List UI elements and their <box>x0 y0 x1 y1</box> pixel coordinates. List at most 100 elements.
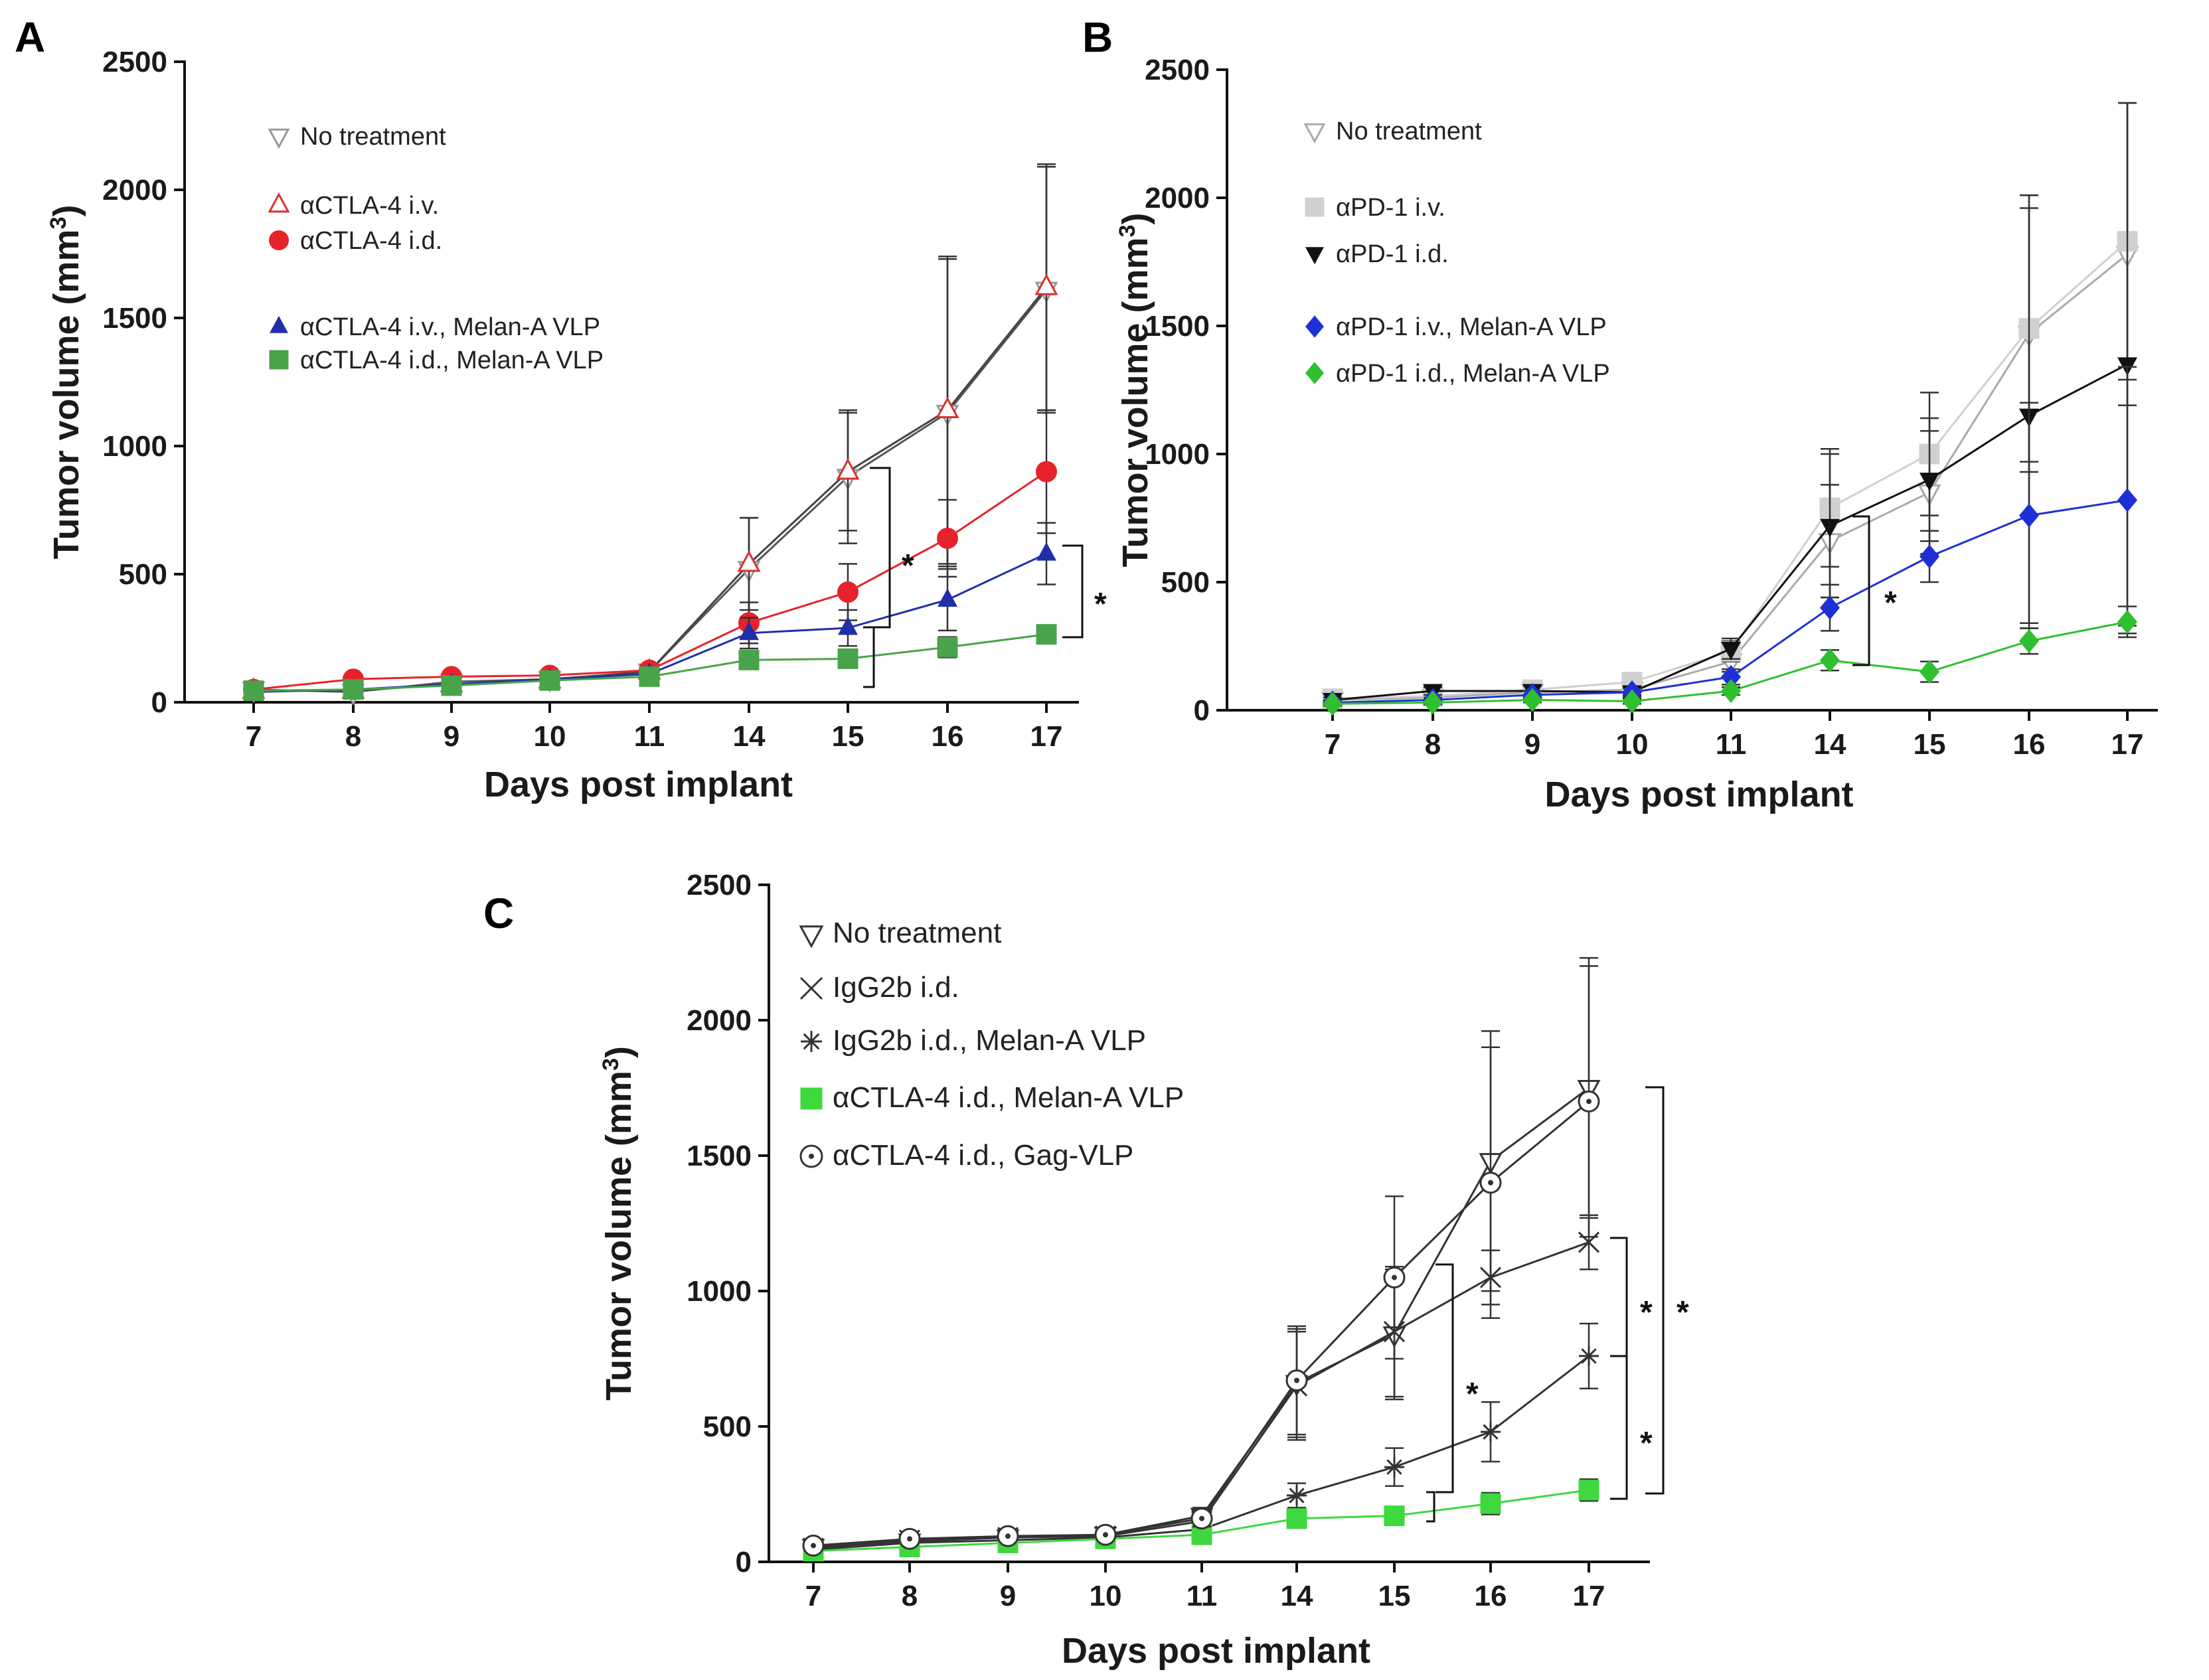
x-tick-label: 11 <box>634 720 665 753</box>
legend-marker <box>1305 315 1324 338</box>
y-tick-label: 0 <box>736 1546 752 1578</box>
significance-bracket <box>863 626 875 688</box>
data-point <box>1287 1486 1307 1506</box>
legend-marker <box>268 128 290 149</box>
data-point <box>1578 1480 1599 1501</box>
legend-entry: αPD-1 i.d., Melan-A VLP <box>1305 360 1610 388</box>
y-tick-label: 2500 <box>102 46 167 78</box>
significance-star: * <box>902 548 914 583</box>
data-point <box>1920 473 1939 491</box>
x-tick-label: 10 <box>1090 1580 1122 1612</box>
legend-entry: αCTLA-4 i.d., Melan-A VLP <box>269 346 604 374</box>
data-point <box>1036 624 1057 645</box>
legend-entry: No treatment <box>799 917 1001 949</box>
legend-label: αCTLA-4 i.v. <box>300 192 439 220</box>
legend-marker <box>269 350 289 370</box>
x-tick-label: 7 <box>246 720 262 753</box>
y-tick-label: 1500 <box>687 1140 752 1172</box>
x-axis-label: Days post implant <box>1544 775 1853 814</box>
significance-star: * <box>1466 1377 1479 1412</box>
panel-tag: C <box>483 889 514 937</box>
data-point <box>639 666 660 687</box>
data-point <box>1578 1090 1600 1112</box>
data-point <box>1384 1457 1404 1478</box>
y-tick-label: 1500 <box>102 302 167 335</box>
x-tick-label: 8 <box>1425 728 1441 761</box>
legend-entry: αCTLA-4 i.v. <box>268 192 439 220</box>
y-tick-label: 1000 <box>102 430 167 463</box>
data-point <box>1920 660 1939 684</box>
legend-label: No treatment <box>300 123 446 151</box>
panel-b: B 0 500 1000 1500 2000 2500 7 8 9 10 11 14 15 16 17 Days… <box>1082 13 2158 814</box>
legend-entry: αPD-1 i.v., Melan-A VLP <box>1305 313 1607 341</box>
y-tick-label: 2500 <box>1145 54 1210 86</box>
x-tick-label: 7 <box>1325 728 1341 761</box>
y-tick-label: 500 <box>1161 566 1210 599</box>
x-tick-label: 15 <box>1914 728 1946 761</box>
x-tick-label: 16 <box>2013 728 2046 761</box>
data-point <box>2117 488 2137 512</box>
x-tick-label: 14 <box>1814 728 1846 761</box>
legend-marker <box>799 1144 823 1168</box>
data-point <box>1036 542 1056 561</box>
legend-label: No treatment <box>1336 117 1482 145</box>
legend-entry: αCTLA-4 i.d., Gag-VLP <box>799 1139 1133 1172</box>
data-point <box>836 458 860 480</box>
significance-star: * <box>1094 587 1107 622</box>
data-point <box>1036 461 1057 483</box>
significance-star: * <box>1640 1426 1653 1461</box>
panel-tag: A <box>15 13 45 61</box>
data-point <box>1191 1524 1212 1545</box>
data-point <box>441 675 462 696</box>
x-tick-label: 9 <box>444 720 459 753</box>
significance-bracket: * <box>1610 1237 1653 1357</box>
legend-marker <box>269 230 289 250</box>
panel-a: A 0 500 1000 1500 2000 2500 7 8 9 10 11 14 15 16 17 Days… <box>15 13 1107 804</box>
legend-marker <box>800 1087 823 1110</box>
data-point <box>1820 595 1840 620</box>
legend-label: IgG2b i.d., Melan-A VLP <box>833 1024 1146 1057</box>
x-tick-label: 17 <box>1573 1580 1605 1612</box>
x-axis-label: Days post implant <box>1062 1631 1370 1671</box>
x-tick-label: 14 <box>733 720 766 753</box>
legend-label: IgG2b i.d. <box>833 971 959 1004</box>
legend-entry: αCTLA-4 i.d., Melan-A VLP <box>800 1081 1184 1114</box>
data-point <box>997 1525 1019 1547</box>
significance-star: * <box>1640 1295 1653 1330</box>
data-point <box>1481 1422 1501 1442</box>
y-tick-label: 1500 <box>1145 310 1210 343</box>
x-axis-label: Days post implant <box>484 765 793 804</box>
y-tick-label: 500 <box>119 558 167 591</box>
series-1 <box>802 1214 1600 1559</box>
x-tick-label: 17 <box>1030 720 1063 753</box>
y-tick-label: 1000 <box>687 1275 752 1308</box>
data-point <box>837 581 859 603</box>
x-tick-label: 10 <box>1616 728 1649 761</box>
x-tick-label: 11 <box>1716 728 1747 761</box>
significance-star: * <box>1677 1295 1689 1330</box>
legend-label: αCTLA-4 i.d., Gag-VLP <box>833 1139 1133 1172</box>
legend-marker <box>799 976 823 1000</box>
data-point <box>738 649 760 670</box>
data-point <box>737 550 761 572</box>
series-4 <box>243 624 1057 702</box>
data-point <box>937 637 958 658</box>
legend-entry: IgG2b i.d., Melan-A VLP <box>801 1024 1146 1057</box>
x-tick-label: 9 <box>1524 728 1540 761</box>
y-tick-label: 0 <box>151 686 167 719</box>
significance-bracket: * <box>1645 1086 1689 1495</box>
data-point <box>539 670 560 691</box>
legend-marker <box>270 315 288 333</box>
y-tick-label: 1000 <box>1145 438 1210 471</box>
significance-bracket: * <box>1852 515 1897 666</box>
legend-entry: IgG2b i.d. <box>799 971 959 1004</box>
data-point <box>1423 690 1443 715</box>
data-point <box>1323 692 1343 716</box>
data-point <box>2019 629 2039 653</box>
data-point <box>1285 1369 1308 1392</box>
x-tick-label: 9 <box>1000 1580 1016 1612</box>
data-point <box>937 527 958 549</box>
y-tick-label: 500 <box>703 1411 752 1443</box>
data-point <box>938 588 957 607</box>
